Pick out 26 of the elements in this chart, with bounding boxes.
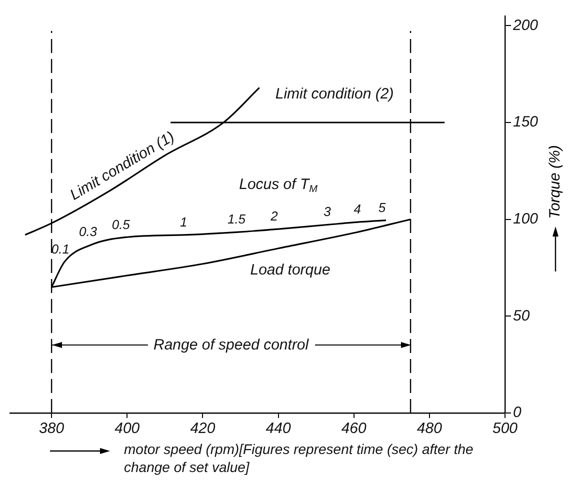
series-label: Limit condition (2): [275, 86, 394, 103]
y-tick-label: 100: [513, 210, 539, 228]
x-tick-label: 480: [416, 420, 443, 438]
x-tick-label: 440: [266, 420, 292, 438]
annotation: 2: [270, 208, 279, 224]
x-tick-label: 500: [492, 420, 518, 438]
x-tick-label: 380: [39, 420, 65, 438]
y-tick-label: 150: [513, 114, 539, 131]
x-axis-title: motor speed (rpm)[Figures represent time (sec) after the change of set value]: [124, 440, 474, 476]
y-tick-label: 0: [513, 404, 522, 422]
annotation: Range of speed control: [153, 336, 310, 354]
annotation: 3: [324, 204, 332, 219]
y-tick-label: 200: [512, 16, 539, 34]
annotation: 0.5: [112, 216, 131, 232]
x-tick-label: 420: [190, 420, 216, 438]
annotation: 5: [378, 200, 386, 215]
y-tick-label: 50: [513, 307, 530, 324]
series-label: Load torque: [250, 262, 330, 279]
x-tick-label: 400: [114, 420, 140, 438]
annotation: 0.3: [78, 224, 98, 240]
annotation: 1: [180, 214, 188, 230]
annotation: 4: [354, 201, 362, 216]
annotation: 0.1: [51, 242, 70, 257]
y-axis-title: Torque (%): [546, 145, 564, 219]
x-tick-label: 460: [341, 420, 368, 438]
annotation: 1.5: [227, 212, 246, 227]
